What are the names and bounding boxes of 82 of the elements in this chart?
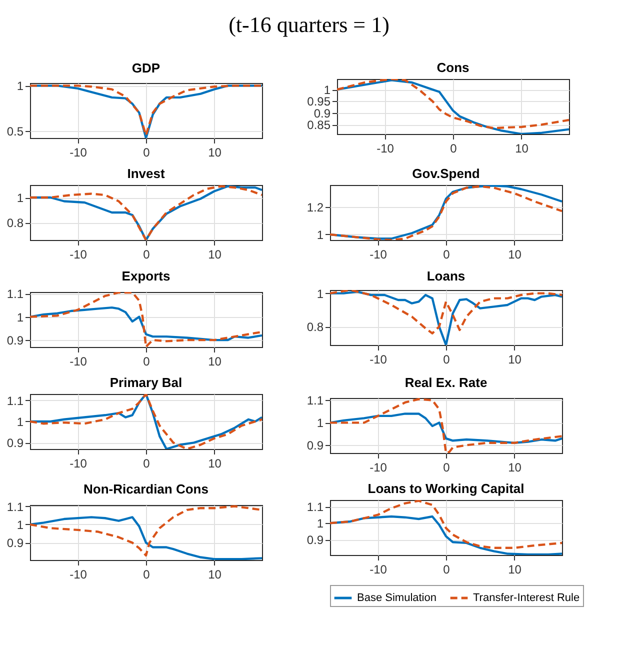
y-tick-label: 1 xyxy=(316,416,324,430)
legend-label: Transfer-Interest Rule xyxy=(473,592,580,604)
chart-title: Non-Ricardian Cons xyxy=(84,481,208,496)
x-tick-label: 0 xyxy=(443,460,450,474)
x-tick-label: 10 xyxy=(508,248,522,262)
chart-title: GDP xyxy=(132,60,160,76)
y-tick-label: 0.8 xyxy=(306,320,324,334)
x-tick-label: -10 xyxy=(70,146,88,160)
text: (t-16 quarters = 1) xyxy=(228,12,390,38)
y-tick-label: 0.9 xyxy=(314,106,331,120)
y-tick-label: 1 xyxy=(16,518,24,532)
y-tick-label: 1 xyxy=(16,191,24,205)
x-tick-label: 0 xyxy=(450,142,458,156)
line-series xyxy=(30,185,262,240)
line-series xyxy=(30,516,262,560)
line-series xyxy=(30,292,262,347)
x-tick-label: 10 xyxy=(208,248,222,262)
y-tick-label: 1 xyxy=(316,228,324,242)
legend-label: Base Simulation xyxy=(357,592,436,604)
y-tick-label: 1 xyxy=(324,83,331,98)
chart-title: Loans to Working Capital xyxy=(368,481,524,496)
y-tick-label: 1 xyxy=(16,310,24,324)
x-tick-label: -10 xyxy=(370,460,388,474)
x-tick-label: -10 xyxy=(70,456,88,470)
y-tick-label: 0.9 xyxy=(6,334,24,348)
x-tick-label: -10 xyxy=(70,354,88,368)
x-tick-label: -10 xyxy=(370,352,388,366)
y-tick-label: 1.1 xyxy=(6,500,24,514)
y-tick-label: 0.9 xyxy=(306,533,324,548)
x-tick-label: 0 xyxy=(443,562,450,576)
y-tick-label: 0.9 xyxy=(6,436,24,450)
y-tick-label: 1.1 xyxy=(6,394,24,408)
y-tick-label: 1 xyxy=(16,79,24,94)
y-tick-label: 0.8 xyxy=(6,216,24,230)
chart-title: Gov.Spend xyxy=(412,166,480,181)
x-tick-label: 10 xyxy=(508,460,522,474)
x-tick-label: 10 xyxy=(508,352,522,366)
y-tick-label: 0.95 xyxy=(307,94,331,109)
line-series xyxy=(330,290,562,345)
y-tick-label: 0.85 xyxy=(307,118,331,132)
y-tick-label: 1 xyxy=(316,286,324,301)
x-tick-label: -10 xyxy=(70,568,88,582)
x-tick-label: 10 xyxy=(208,146,222,160)
x-tick-label: 0 xyxy=(143,146,150,160)
chart-title: Invest xyxy=(127,166,166,181)
line-series xyxy=(330,398,562,453)
line-series xyxy=(330,412,562,444)
y-tick-label: 0.9 xyxy=(6,536,24,550)
y-tick-label: 1 xyxy=(16,415,24,429)
x-tick-label: -10 xyxy=(370,248,388,262)
x-tick-label: 0 xyxy=(143,568,150,582)
x-tick-label: -10 xyxy=(376,142,394,156)
x-tick-label: 10 xyxy=(515,142,529,156)
line-series xyxy=(30,394,262,449)
y-tick-label: 0.9 xyxy=(306,438,324,453)
x-tick-label: -10 xyxy=(370,562,388,576)
x-tick-label: 0 xyxy=(143,248,150,262)
line-series xyxy=(30,306,262,342)
x-tick-label: 0 xyxy=(143,456,150,470)
chart-title: Real Ex. Rate xyxy=(404,375,488,390)
chart-title: Cons xyxy=(436,60,470,75)
y-tick-label: 1.1 xyxy=(6,287,24,302)
line-series xyxy=(330,500,562,549)
y-tick-label: 1.1 xyxy=(306,394,324,408)
x-tick-label: 0 xyxy=(443,352,450,366)
x-tick-label: 10 xyxy=(208,456,222,470)
chart-title: Exports xyxy=(122,268,170,284)
x-tick-label: 0 xyxy=(443,248,450,262)
chart-title: Primary Bal xyxy=(110,375,182,390)
line-series xyxy=(30,505,262,557)
x-tick-label: -10 xyxy=(70,248,88,262)
y-tick-label: 1.2 xyxy=(306,200,324,214)
x-tick-label: 10 xyxy=(208,354,222,368)
chart-title: Loans xyxy=(426,268,466,284)
y-tick-label: 1.1 xyxy=(306,500,324,514)
x-tick-label: 10 xyxy=(508,562,522,576)
y-tick-label: 1 xyxy=(316,516,324,531)
x-tick-label: 0 xyxy=(143,354,150,368)
line-series xyxy=(330,185,562,240)
y-tick-label: 0.5 xyxy=(6,124,24,138)
line-series xyxy=(330,290,562,334)
x-tick-label: 10 xyxy=(208,568,222,582)
